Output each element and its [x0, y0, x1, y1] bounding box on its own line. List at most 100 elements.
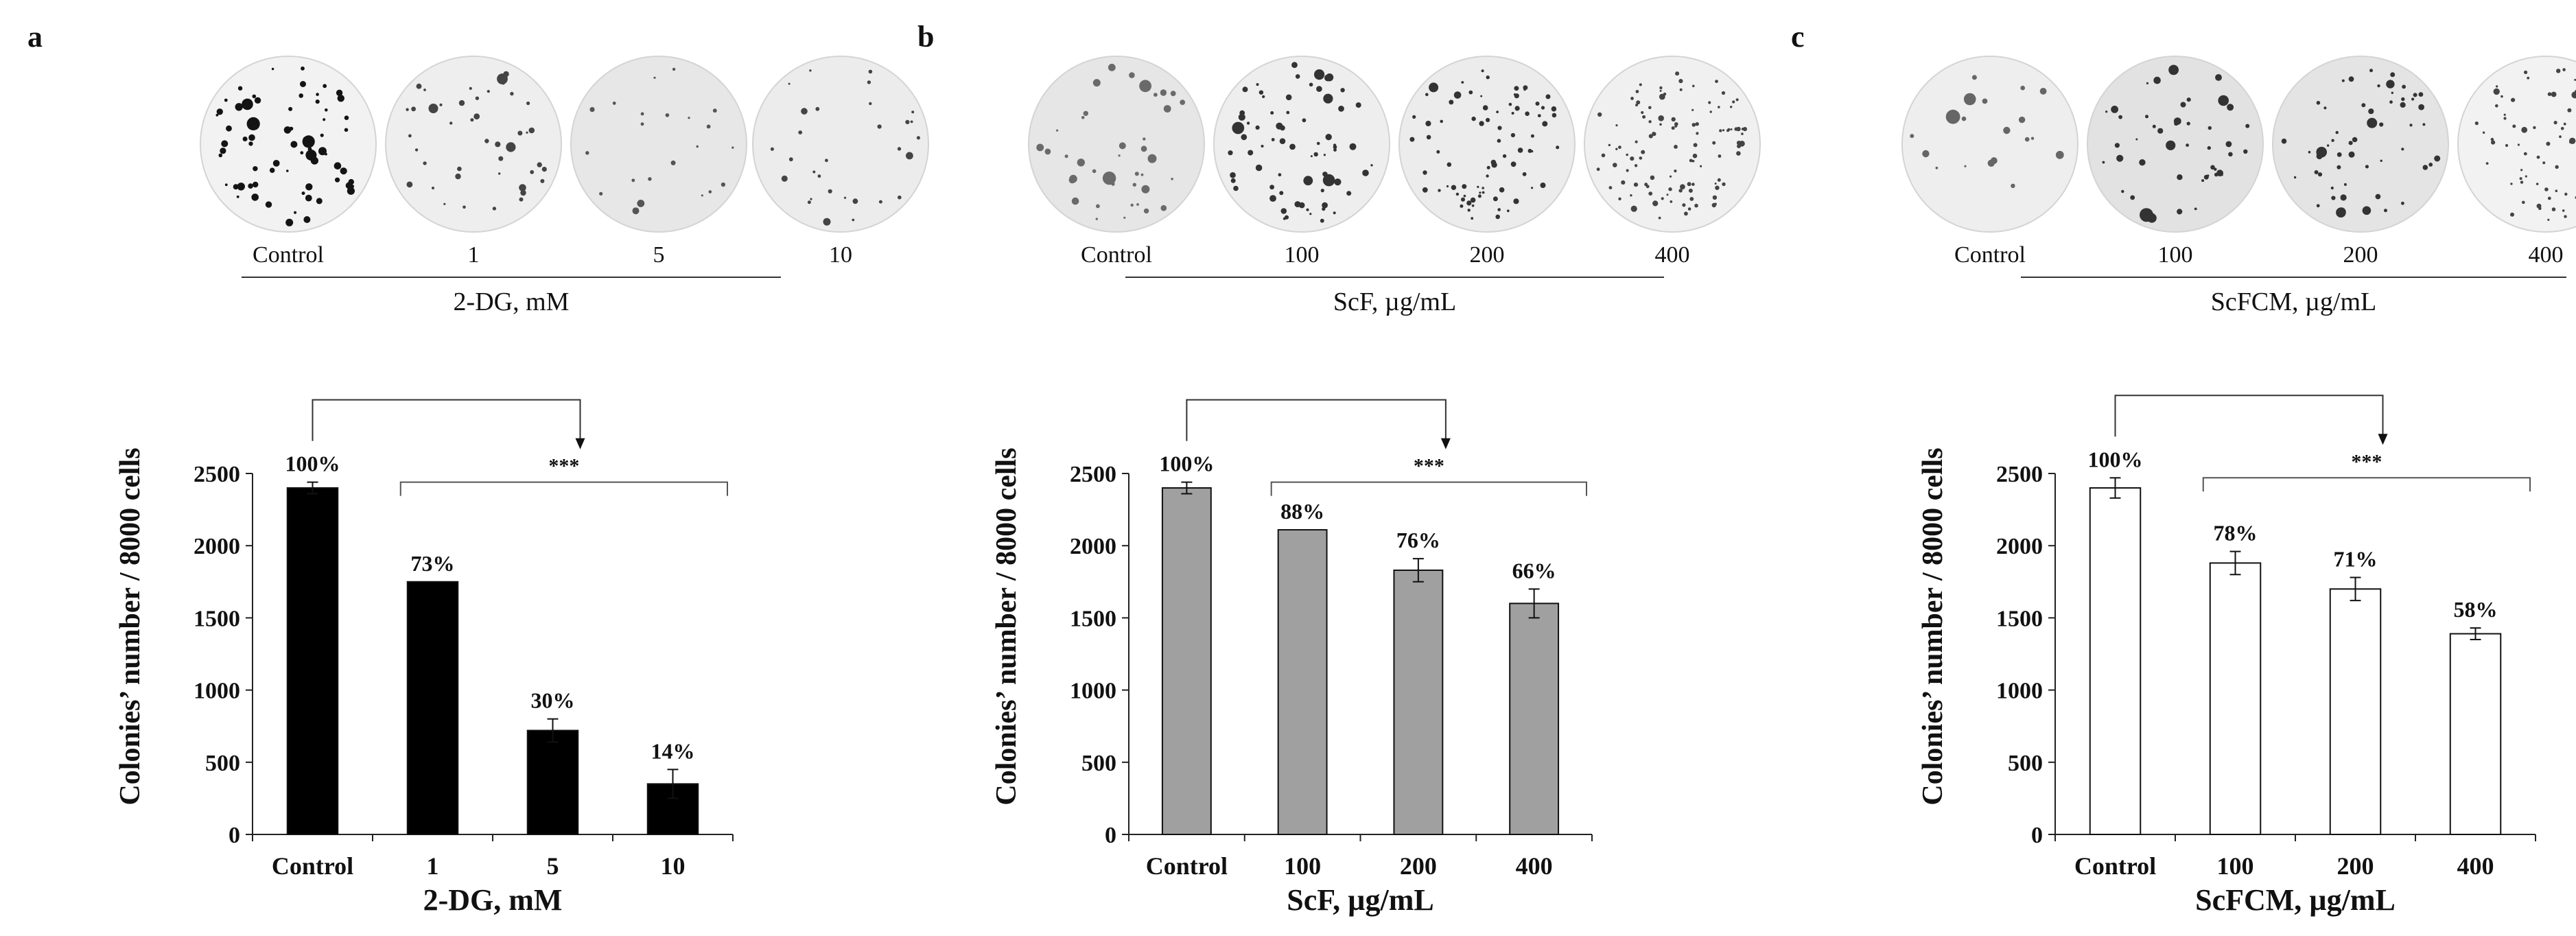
colony-dot	[2337, 207, 2346, 217]
colony-dot	[1694, 203, 1698, 208]
colony-dot	[2511, 97, 2516, 102]
colony-dot	[2326, 144, 2330, 147]
colony-dot	[294, 211, 297, 214]
colony-dot	[1302, 118, 1307, 123]
colony-dot	[528, 127, 535, 134]
colony-dot	[898, 195, 902, 200]
colony-dot	[1143, 208, 1149, 214]
plate-dish	[752, 56, 929, 233]
panel-letter: a	[27, 20, 43, 54]
colony-dot	[2323, 106, 2327, 110]
x-tick-label: 1	[427, 852, 439, 880]
colony-dot	[812, 170, 816, 174]
colony-dot	[1320, 189, 1324, 193]
x-tick-label: 100	[2217, 852, 2254, 880]
colony-dot	[2547, 196, 2551, 200]
colony-dot	[798, 130, 803, 134]
colony-dot	[224, 183, 228, 187]
colony-dot	[1722, 182, 1726, 187]
panel-c: c Control 100 200 400 ScFCM, µg/mL 0 500 1000 150…	[1791, 20, 2576, 917]
colony-dot	[1346, 191, 1352, 196]
data-label: 76%	[1396, 528, 1440, 552]
colony-dot	[2030, 137, 2035, 140]
colony-dot	[1171, 178, 1173, 180]
colony-dot	[1102, 172, 1116, 185]
colony-dot	[1597, 112, 1602, 117]
colony-dot	[653, 76, 656, 79]
bar-chart: 0 500 1000 1500 2000 2500 100% Control 78% 100 71%…	[1917, 395, 2536, 917]
colony-dot	[2390, 72, 2396, 78]
colony-dot	[1129, 72, 1135, 78]
colony-dot	[1334, 178, 1342, 186]
colony-dot	[443, 202, 446, 205]
colony-dot	[455, 173, 461, 180]
colony-dot	[1531, 187, 1534, 189]
colony-dot	[1320, 71, 1324, 75]
colony-dot	[1241, 134, 1248, 141]
colony-dot	[1228, 150, 1233, 156]
colony-dot	[2527, 76, 2530, 80]
colony-dot	[807, 200, 811, 204]
colony-dot	[2114, 143, 2120, 148]
colony-dot	[439, 103, 443, 106]
data-label: 73%	[411, 551, 455, 576]
colony-dot	[2523, 152, 2527, 156]
colony-dot	[333, 162, 342, 169]
panel-letter: c	[1791, 20, 1805, 54]
bar-chart: 0 500 1000 1500 2000 2500 100% Control 73% 1 30% 5 1…	[115, 399, 734, 917]
colony-dot	[1671, 117, 1676, 122]
bar	[2449, 633, 2502, 835]
colony-dot	[2551, 207, 2556, 211]
colony-dot	[2520, 169, 2523, 172]
significance-bracket	[1270, 481, 1587, 496]
colony-dot	[2485, 162, 2489, 165]
data-label: 100%	[1159, 452, 1214, 476]
colony-dot	[423, 89, 426, 91]
colony-dot	[1691, 123, 1696, 127]
colony-dot	[1370, 164, 1373, 167]
colony-dot	[253, 181, 259, 188]
colony-dot	[1689, 197, 1694, 201]
colony-dot	[1477, 194, 1482, 198]
colony-dot	[1678, 189, 1683, 193]
colony-dot	[1514, 93, 1519, 99]
colony-dot	[1552, 113, 1557, 118]
colony-dot	[2348, 151, 2355, 158]
colony-dot	[708, 190, 712, 194]
x-tick-label: Control	[2074, 852, 2156, 880]
colony-dot	[1541, 106, 1545, 110]
colony-dot	[2243, 149, 2248, 154]
colony-dot	[2208, 126, 2212, 130]
colony-dot	[1340, 88, 1345, 93]
colony-dot	[1652, 132, 1656, 137]
colony-dot	[2434, 155, 2441, 162]
x-tick-label: 400	[1516, 852, 1553, 880]
colony-dot	[2544, 187, 2549, 191]
colony-dot	[2501, 95, 2503, 98]
colony-dot	[220, 148, 226, 154]
colony-dot	[631, 178, 635, 183]
colony-dot	[1736, 126, 1741, 132]
plate-label: 200	[2343, 242, 2378, 268]
colony-dot	[2331, 139, 2334, 142]
y-tick-label: 500	[1081, 751, 1116, 776]
colony-dot	[2517, 143, 2520, 146]
colony-plate-image	[2272, 56, 2449, 233]
colony-dot	[2293, 176, 2297, 179]
colony-dot	[1461, 197, 1465, 202]
colony-dot	[2521, 126, 2528, 133]
colony-dot	[519, 197, 524, 202]
colony-dot	[1678, 79, 1683, 84]
colony-dot	[2352, 137, 2358, 143]
colony-dot	[290, 141, 298, 148]
plate-label: 10	[829, 242, 852, 268]
colony-dot	[1298, 202, 1305, 209]
colony-dot	[2361, 103, 2366, 108]
colony-dot	[1596, 167, 1600, 172]
colony-dot	[2331, 196, 2336, 200]
colony-dot	[484, 139, 489, 143]
colony-dot	[1279, 191, 1284, 196]
colony-dot	[1502, 154, 1507, 159]
colony-dot	[1139, 80, 1151, 93]
y-tick-label: 1000	[194, 679, 240, 704]
